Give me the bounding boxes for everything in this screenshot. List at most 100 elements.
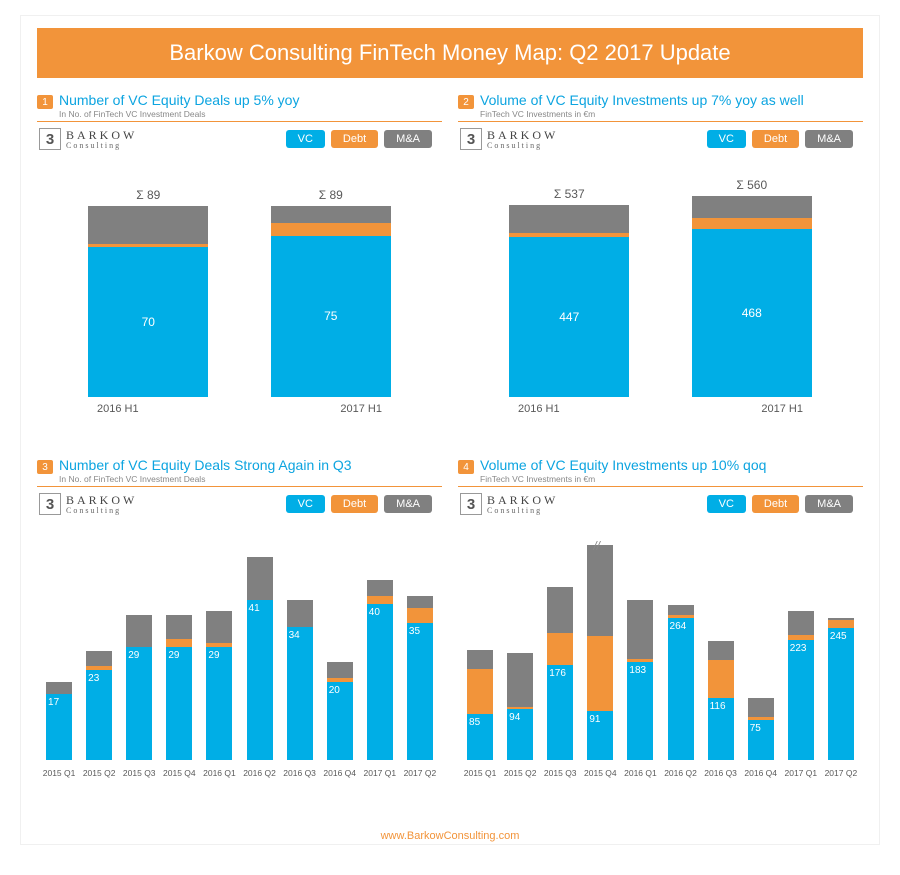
bar-segment-debt	[367, 596, 393, 604]
barkow-logo: 3 BARKOW Consulting	[39, 128, 137, 150]
quarter-column: 29 2016 Q1	[201, 611, 237, 760]
bar-value-label: 17	[48, 697, 59, 708]
quarterly-bar-chart: 17 2015 Q1 23 2015 Q2 29 2015 Q3	[37, 519, 442, 784]
quarter-column: 34 2016 Q3	[282, 600, 318, 760]
bar-segment-ma	[509, 205, 629, 234]
x-axis-label: 2017 H1	[340, 403, 382, 415]
stacked-bar: Σ 537 447 2016 H1	[509, 187, 629, 397]
x-axis-label: 2017 Q1	[363, 768, 396, 778]
bar-segment-debt	[166, 639, 192, 647]
x-axis-label: 2016 Q4	[323, 768, 356, 778]
quarter-column: 91 // 2015 Q4	[582, 545, 618, 760]
panel-toolbar: 3 BARKOW Consulting VCDebtM&A	[460, 128, 853, 150]
x-axis-label: 2017 Q2	[825, 768, 858, 778]
x-axis-label: 2015 Q4	[163, 768, 196, 778]
bar-segment-vc	[287, 627, 313, 760]
bar-segment-ma	[467, 650, 493, 669]
quarter-column: 264 2016 Q2	[662, 605, 698, 760]
x-axis-label: 2016 Q1	[203, 768, 236, 778]
bar-value-label: 94	[509, 712, 520, 723]
x-axis-label: 2015 Q4	[584, 768, 617, 778]
bar-value-label: 176	[549, 668, 566, 679]
bar-segment-debt	[547, 633, 573, 665]
banner-title: Barkow Consulting FinTech Money Map: Q2 …	[37, 28, 863, 78]
stacked-bar-chart: Σ 89 70 2016 H1 Σ 89 75 2017 H1	[37, 154, 442, 419]
panel-subtitle: FinTech VC Investments in €m	[480, 474, 863, 484]
legend-pill-vc: VC	[707, 130, 746, 148]
x-axis-label: 2017 H1	[761, 403, 803, 415]
bar-sigma-label: Σ 89	[319, 188, 343, 202]
bar-segment-debt	[587, 636, 613, 711]
logo-mark-icon: 3	[39, 128, 61, 150]
legend-pill-debt: Debt	[752, 495, 799, 513]
bar-sigma-label: Σ 89	[136, 188, 160, 202]
panel-header: 2 Volume of VC Equity Investments up 7% …	[458, 92, 863, 122]
bar-segment-vc: 447	[509, 237, 629, 397]
quarter-column: 17 2015 Q1	[41, 682, 77, 760]
stacked-bar: Σ 560 468 2017 H1	[692, 178, 812, 397]
bar-segment-debt	[692, 218, 812, 229]
x-axis-label: 2016 Q3	[283, 768, 316, 778]
bar-value-label: 223	[790, 643, 807, 654]
legend: VCDebtM&A	[707, 130, 853, 148]
bar-segment-debt	[828, 620, 854, 628]
bar-segment-vc: 70	[88, 247, 208, 398]
bar-segment-ma	[327, 662, 353, 678]
quarter-bar: 41	[247, 557, 273, 760]
bar-segment-vc	[407, 623, 433, 760]
quarter-bar: 91 //	[587, 545, 613, 760]
quarter-bar: 29	[206, 611, 232, 760]
bar-value-label: 116	[710, 701, 726, 712]
bar-value-label: 34	[289, 630, 300, 641]
bar-value-label: 183	[629, 665, 646, 676]
logo-text: BARKOW	[66, 129, 137, 141]
bar-segment-debt	[407, 608, 433, 624]
quarterly-bar-chart: 85 2015 Q1 94 2015 Q2 176 2015 Q3	[458, 519, 863, 784]
quarter-bar: 40	[367, 580, 393, 760]
logo-subtext: Consulting	[66, 141, 137, 150]
bar-segment-ma	[287, 600, 313, 627]
quarter-column: 20 2016 Q4	[322, 662, 358, 760]
bar-value-label: 35	[409, 626, 420, 637]
bar-segment-ma	[166, 615, 192, 638]
panel-1: 1 Number of VC Equity Deals up 5% yoy In…	[29, 88, 450, 453]
panel-toolbar: 3 BARKOW Consulting VCDebtM&A	[39, 493, 432, 515]
bar-segment-vc	[668, 618, 694, 760]
x-axis-label: 2015 Q1	[43, 768, 76, 778]
quarter-bar: 116	[708, 641, 734, 760]
quarter-column: 41 2016 Q2	[241, 557, 277, 760]
bar-sigma-label: Σ 537	[554, 187, 585, 201]
bar-segment-ma	[126, 615, 152, 646]
bar-segment-ma	[708, 641, 734, 660]
x-axis-label: 2015 Q2	[83, 768, 116, 778]
bar-segment-ma	[407, 596, 433, 608]
bar-segment-vc: 468	[692, 229, 812, 397]
legend-pill-ma: M&A	[384, 130, 432, 148]
bar-segment-vc: 75	[271, 236, 391, 397]
legend-pill-debt: Debt	[331, 495, 378, 513]
quarter-column: 35 2017 Q2	[402, 596, 438, 760]
legend-pill-ma: M&A	[805, 495, 853, 513]
bar-value-label: 40	[369, 607, 380, 618]
logo-text: BARKOW	[487, 494, 558, 506]
legend-pill-vc: VC	[286, 130, 325, 148]
logo-text: BARKOW	[66, 494, 137, 506]
legend: VCDebtM&A	[707, 495, 853, 513]
quarter-bar: 183	[627, 600, 653, 760]
footer-url: www.BarkowConsulting.com	[21, 830, 879, 842]
bar-segment-ma	[86, 651, 112, 667]
quarter-bar: 20	[327, 662, 353, 760]
bar-segment-vc	[627, 662, 653, 760]
quarter-column: 85 2015 Q1	[462, 650, 498, 760]
quarter-column: 245 2017 Q2	[823, 618, 859, 760]
quarter-bar: 85	[467, 650, 493, 760]
quarter-column: 176 2015 Q3	[542, 587, 578, 760]
panel-toolbar: 3 BARKOW Consulting VCDebtM&A	[39, 128, 432, 150]
panel-title: Volume of VC Equity Investments up 7% yo…	[480, 92, 863, 108]
x-axis-label: 2016 Q2	[243, 768, 276, 778]
legend-pill-vc: VC	[286, 495, 325, 513]
panel-3: 3 Number of VC Equity Deals Strong Again…	[29, 453, 450, 818]
panel-number-badge: 3	[37, 460, 53, 474]
panel-subtitle: In No. of FinTech VC Investment Deals	[59, 109, 442, 119]
x-axis-label: 2016 Q4	[744, 768, 777, 778]
